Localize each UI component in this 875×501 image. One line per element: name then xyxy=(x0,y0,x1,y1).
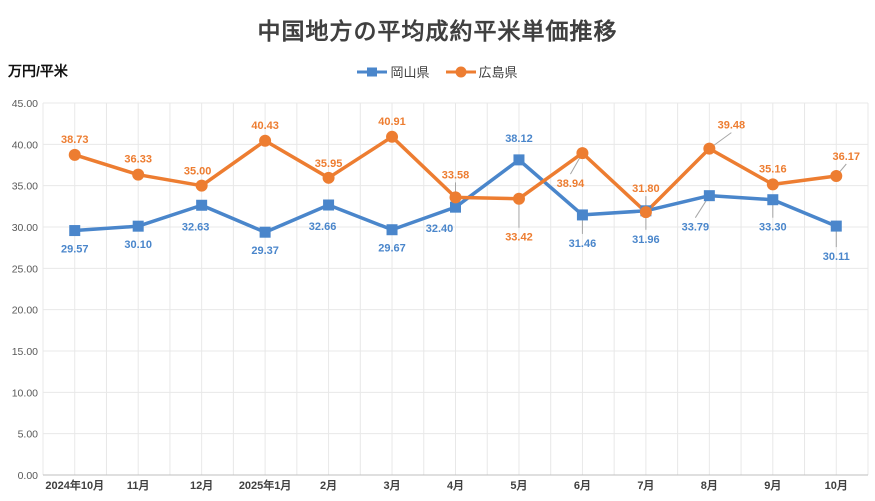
data-label: 32.63 xyxy=(182,221,210,233)
data-label: 36.33 xyxy=(124,154,152,166)
legend: 岡山県 広島県 xyxy=(0,62,875,81)
y-tick-label: 30.00 xyxy=(12,222,38,234)
data-point-square-marker xyxy=(513,154,525,166)
y-tick-label: 20.00 xyxy=(12,305,38,317)
data-point-square-marker xyxy=(196,199,208,211)
data-label: 38.73 xyxy=(61,134,89,146)
x-tick-label: 5月 xyxy=(510,479,527,492)
data-label: 36.17 xyxy=(833,151,861,163)
x-tick-label: 8月 xyxy=(701,479,718,492)
x-tick-label: 4月 xyxy=(447,479,464,492)
data-label: 31.96 xyxy=(632,234,660,246)
data-point-circle-marker xyxy=(386,130,399,143)
data-point-circle-marker xyxy=(639,206,652,219)
y-tick-label: 0.00 xyxy=(18,470,39,482)
data-point-square-marker xyxy=(576,209,588,221)
data-point-circle-marker xyxy=(766,178,779,191)
data-label: 35.95 xyxy=(315,158,343,170)
data-label: 35.00 xyxy=(184,166,212,178)
data-point-circle-marker xyxy=(449,191,462,204)
x-tick-label: 7月 xyxy=(637,479,654,492)
data-point-circle-marker xyxy=(322,171,335,184)
data-point-square-marker xyxy=(703,190,715,202)
blue-square-series-marker-icon xyxy=(357,67,388,76)
chart-title: 中国地方の平均成約平米単価推移 xyxy=(257,18,618,44)
y-tick-label: 35.00 xyxy=(12,181,38,193)
y-tick-label: 10.00 xyxy=(12,387,38,399)
data-point-circle-marker xyxy=(195,179,208,192)
data-label: 40.91 xyxy=(378,116,406,128)
y-tick-label: 40.00 xyxy=(12,139,38,151)
data-label: 29.67 xyxy=(378,243,406,255)
data-point-circle-marker xyxy=(132,168,145,181)
data-label: 29.57 xyxy=(61,244,89,256)
data-point-square-marker xyxy=(830,220,842,232)
data-point-circle-marker xyxy=(259,134,272,147)
data-label: 31.46 xyxy=(569,238,597,250)
data-point-square-marker xyxy=(450,201,461,213)
legend-item-hiroshima: 広島県 xyxy=(445,62,518,81)
y-tick-label: 45.00 xyxy=(12,98,38,110)
x-tick-label: 2月 xyxy=(320,479,337,492)
data-point-square-marker xyxy=(767,194,779,206)
x-tick-label: 6月 xyxy=(574,479,591,492)
data-label: 33.42 xyxy=(505,232,533,244)
legend-label-okayama: 岡山県 xyxy=(390,65,430,80)
data-point-square-marker xyxy=(259,226,271,238)
x-tick-label: 3月 xyxy=(383,479,400,492)
data-label: 40.43 xyxy=(251,120,279,132)
data-label: 33.79 xyxy=(682,222,710,234)
data-point-circle-marker xyxy=(512,192,525,205)
y-tick-label: 25.00 xyxy=(12,263,38,275)
orange-circle-series-marker-icon xyxy=(445,66,476,77)
y-tick-label: 5.00 xyxy=(18,429,39,441)
legend-label-hiroshima: 広島県 xyxy=(478,65,518,80)
data-point-circle-marker xyxy=(576,147,589,160)
data-label: 35.16 xyxy=(759,163,787,175)
x-tick-label: 12月 xyxy=(190,479,213,492)
legend-item-okayama: 岡山県 xyxy=(357,62,430,81)
data-point-circle-marker xyxy=(703,142,716,155)
data-label: 33.30 xyxy=(759,222,787,234)
data-label: 31.80 xyxy=(632,183,660,195)
data-point-square-marker xyxy=(386,224,398,236)
y-tick-label: 15.00 xyxy=(12,346,38,358)
data-label: 38.12 xyxy=(505,133,533,145)
data-label: 30.11 xyxy=(823,251,850,263)
x-tick-label: 2024年10月 xyxy=(45,478,104,492)
data-label: 29.37 xyxy=(251,245,279,257)
y-axis-unit-label: 万円/平米 xyxy=(8,63,68,79)
data-point-square-marker xyxy=(69,225,81,237)
data-label: 30.10 xyxy=(124,239,152,251)
data-label: 32.66 xyxy=(309,221,337,233)
data-label: 38.94 xyxy=(557,178,585,190)
x-tick-label: 11月 xyxy=(127,479,150,492)
x-tick-label: 2025年1月 xyxy=(239,478,292,492)
data-label: 39.48 xyxy=(718,120,746,132)
data-label: 33.58 xyxy=(442,169,470,181)
x-tick-label: 9月 xyxy=(764,479,781,492)
data-point-square-marker xyxy=(132,220,144,232)
data-point-circle-marker xyxy=(68,148,81,161)
data-point-circle-marker xyxy=(830,169,843,182)
x-tick-label: 10月 xyxy=(825,479,848,492)
data-label: 32.40 xyxy=(426,223,454,235)
data-point-square-marker xyxy=(323,199,335,211)
